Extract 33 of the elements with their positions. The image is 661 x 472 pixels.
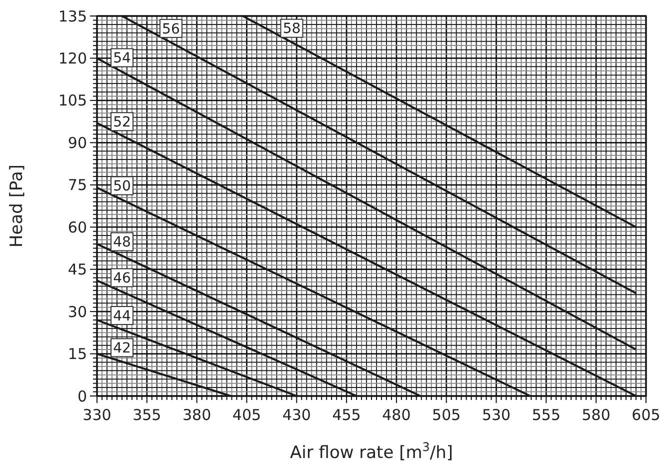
x-tick-label: 580: [582, 406, 610, 424]
series-label: 56: [162, 21, 180, 38]
y-tick-label: 105: [58, 92, 87, 110]
y-axis-title: Head [Pa]: [7, 164, 27, 248]
y-tick-label: 0: [77, 387, 87, 406]
series-label: 52: [113, 114, 131, 131]
x-axis-title: Air flow rate [m$^{3}$/h]: [290, 440, 454, 463]
y-tick-label: 15: [68, 345, 87, 364]
y-tick-label: 90: [68, 134, 87, 152]
x-tick-label: 330: [82, 406, 112, 424]
x-tick-label: 530: [482, 406, 511, 424]
x-tick-label: 430: [282, 406, 311, 424]
y-tick-label: 45: [68, 260, 87, 279]
x-tick-label: 380: [182, 406, 212, 424]
x-tick-label: 355: [132, 406, 162, 424]
x-tick-label: 605: [632, 406, 660, 424]
series-label: 58: [282, 21, 301, 38]
x-tick-label: 455: [332, 406, 361, 424]
series-label: 46: [113, 270, 131, 287]
y-tick-label: 120: [58, 49, 87, 68]
x-tick-label: 480: [382, 406, 411, 424]
y-tick-label: 135: [58, 7, 87, 26]
series-label: 44: [113, 308, 131, 324]
series-label: 48: [113, 234, 131, 251]
series-label: 50: [113, 178, 131, 195]
series-label: 42: [113, 340, 131, 357]
y-tick-label: 60: [68, 218, 87, 236]
series-label: 54: [113, 50, 131, 67]
x-tick-label: 505: [432, 406, 461, 424]
x-tick-label: 555: [532, 406, 560, 424]
x-tick-label: 405: [232, 406, 262, 424]
y-tick-label: 30: [68, 302, 87, 321]
y-tick-label: 75: [68, 176, 87, 194]
